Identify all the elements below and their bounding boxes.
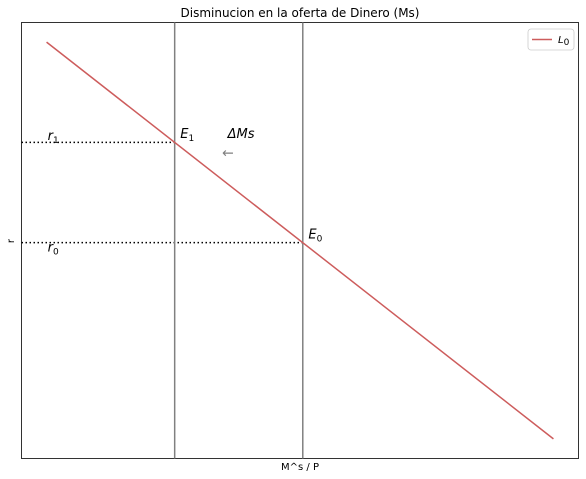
annotation-e1: E1 (180, 127, 194, 144)
annotation-r1: r1 (48, 129, 59, 146)
annotation-r0: r0 (48, 240, 59, 257)
x-axis-label: M^s / P (281, 462, 319, 473)
plot-area (21, 22, 579, 459)
annotation-e0: E0 (308, 227, 322, 244)
y-axis-label: r (6, 238, 17, 243)
series-line-l0 (46, 41, 554, 440)
legend-label-l0: L0 (558, 35, 570, 48)
annotation-dms: ΔMs (227, 127, 255, 142)
decrease-arrow-icon: ← (222, 146, 234, 162)
legend: L0 (527, 28, 575, 51)
chart-title: Disminucion en la oferta de Dinero (Ms) (181, 6, 420, 20)
